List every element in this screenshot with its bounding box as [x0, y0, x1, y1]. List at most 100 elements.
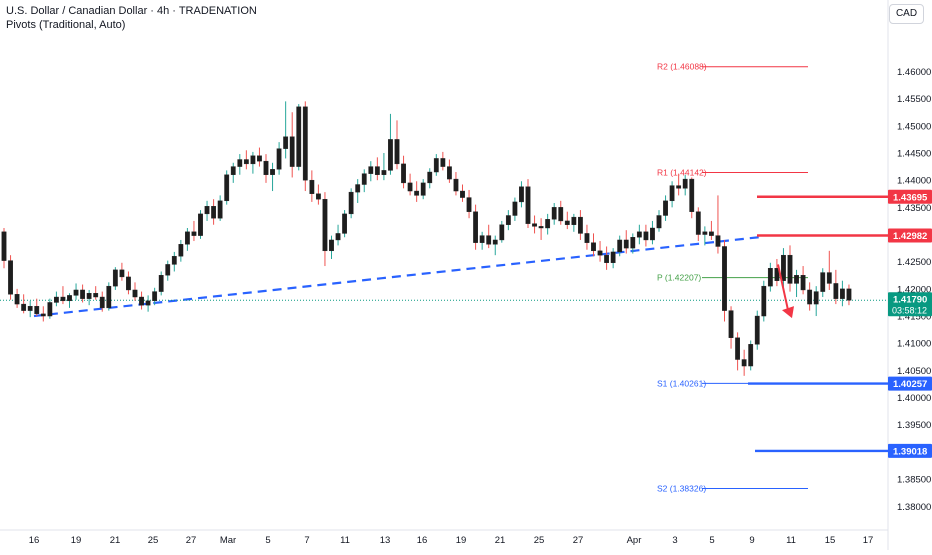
candle-up — [152, 291, 158, 302]
x-tick-label: 15 — [825, 535, 836, 546]
candle-down — [243, 159, 249, 165]
candle-up — [505, 215, 511, 225]
currency-selector[interactable]: CAD — [889, 4, 924, 24]
candle-down — [440, 158, 446, 167]
candle-up — [112, 269, 118, 287]
x-tick-label: Apr — [627, 535, 642, 546]
pivot-label-p: P (1.42207) — [657, 273, 701, 283]
candle-down — [374, 166, 380, 175]
bearish-arrow-shaft — [777, 264, 789, 311]
candle-down — [99, 296, 105, 309]
candle-up — [283, 136, 289, 149]
candle-up — [342, 213, 347, 234]
candle-down — [289, 136, 295, 167]
candle-down — [741, 359, 747, 367]
symbol-title[interactable]: U.S. Dollar / Canadian Dollar · 4h · TRA… — [6, 5, 257, 17]
candle-up — [368, 166, 374, 174]
candle-down — [728, 310, 734, 338]
candle-down — [564, 220, 570, 225]
candle-up — [47, 302, 53, 317]
candle-up — [610, 251, 616, 263]
candle-up — [650, 227, 655, 241]
candle-down — [846, 288, 852, 301]
candle-up — [761, 285, 767, 317]
candle-down — [211, 206, 216, 219]
x-tick-label: 27 — [573, 535, 584, 546]
candle-up — [165, 264, 171, 276]
x-tick-label: 16 — [417, 535, 428, 546]
last-price-label: 1.41790 — [893, 294, 927, 305]
y-tick-label: 1.41500 — [897, 312, 931, 323]
candle-down — [486, 235, 492, 245]
y-tick-label: 1.39500 — [897, 420, 931, 431]
candle-down — [695, 211, 701, 235]
candle-down — [414, 190, 420, 196]
candle-up — [224, 174, 230, 202]
candle-up — [656, 215, 662, 229]
x-tick-label: 19 — [71, 535, 82, 546]
candle-up — [67, 295, 72, 302]
candle-up — [682, 178, 688, 189]
candle-down — [538, 226, 544, 229]
candle-up — [499, 224, 505, 241]
candle-up — [230, 166, 236, 175]
candle-up — [492, 239, 498, 245]
candle-down — [1, 231, 7, 261]
candle-down — [787, 254, 793, 284]
candle-down — [715, 235, 721, 247]
key-level-label: 1.40257 — [893, 379, 927, 390]
candle-down — [591, 242, 596, 252]
candle-up — [388, 139, 393, 171]
y-tick-label: 1.46000 — [897, 67, 931, 78]
candle-down — [126, 276, 131, 291]
candle-up — [636, 231, 642, 238]
candle-down — [191, 231, 197, 236]
indicator-label[interactable]: Pivots (Traditional, Auto) — [6, 19, 126, 31]
candle-up — [184, 231, 190, 245]
candle-down — [316, 193, 321, 200]
candle-down — [597, 250, 603, 256]
candle-down — [525, 186, 531, 224]
bearish-arrow-head — [782, 306, 794, 319]
x-tick-label: 13 — [380, 535, 391, 546]
candle-up — [840, 288, 845, 299]
x-tick-label: Mar — [220, 535, 236, 546]
last-price-badge — [888, 292, 932, 317]
candle-up — [217, 200, 223, 219]
key-level-badge — [888, 376, 932, 391]
candle-up — [663, 200, 668, 216]
candle-down — [826, 272, 832, 284]
candle-down — [257, 155, 262, 162]
x-tick-label: 3 — [672, 535, 677, 546]
candle-down — [453, 178, 459, 192]
candle-up — [669, 185, 675, 202]
x-tick-label: 9 — [749, 535, 754, 546]
candle-down — [132, 289, 138, 298]
x-tick-label: 5 — [709, 535, 714, 546]
candle-up — [630, 237, 636, 249]
candle-down — [93, 293, 99, 298]
chart-header: U.S. Dollar / Canadian Dollar · 4h · TRA… — [6, 4, 257, 32]
candle-down — [14, 294, 20, 305]
candle-down — [833, 283, 839, 299]
candle-down — [676, 185, 682, 189]
y-tick-label: 1.44500 — [897, 149, 931, 160]
candle-down — [8, 260, 13, 295]
candle-up — [794, 275, 799, 284]
key-level-label: 1.39018 — [893, 446, 927, 457]
y-tick-label: 1.42000 — [897, 284, 931, 295]
candle-up — [427, 171, 433, 184]
y-tick-label: 1.44000 — [897, 176, 931, 187]
candle-up — [27, 306, 33, 311]
y-tick-label: 1.38500 — [897, 475, 931, 486]
candle-down — [322, 198, 328, 252]
candle-up — [702, 231, 708, 235]
candle-down — [302, 106, 308, 181]
candle-up — [551, 207, 557, 220]
candle-down — [807, 289, 813, 305]
y-tick-label: 1.40500 — [897, 366, 931, 377]
x-tick-label: 16 — [29, 535, 40, 546]
candles-group — [1, 101, 852, 376]
